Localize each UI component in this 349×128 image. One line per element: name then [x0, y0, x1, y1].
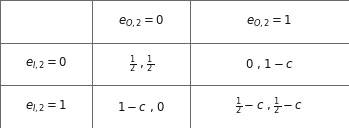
Text: $0$ , $1-c$: $0$ , $1-c$	[245, 57, 294, 71]
Text: $\frac{1}{2}-c$ , $\frac{1}{2}-c$: $\frac{1}{2}-c$ , $\frac{1}{2}-c$	[236, 96, 304, 117]
Text: $e_{O,2} = 1$: $e_{O,2} = 1$	[246, 13, 293, 30]
Text: $e_{I,2} = 0$: $e_{I,2} = 0$	[25, 56, 67, 72]
Text: $1-c$ , $0$: $1-c$ , $0$	[117, 100, 165, 114]
Text: $e_{O,2} = 0$: $e_{O,2} = 0$	[118, 13, 165, 30]
Text: $\frac{1}{2}$ , $\frac{1}{2}$: $\frac{1}{2}$ , $\frac{1}{2}$	[129, 53, 154, 75]
Text: $e_{I,2} = 1$: $e_{I,2} = 1$	[25, 98, 67, 115]
